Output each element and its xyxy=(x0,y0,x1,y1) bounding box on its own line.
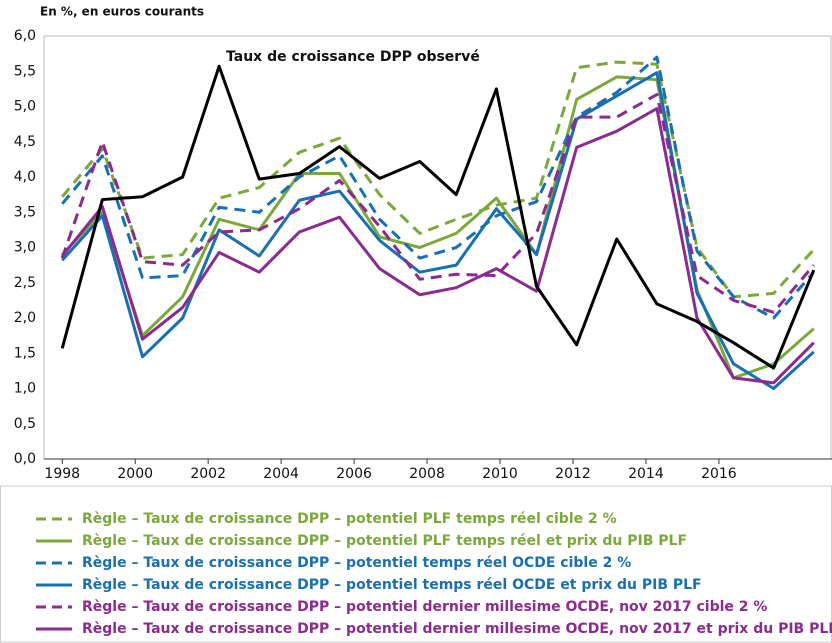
series-line xyxy=(60,93,815,314)
legend-label: Règle – Taux de croissance DPP – potenti… xyxy=(82,621,832,637)
y-tick-label: 5,5 xyxy=(14,63,36,79)
y-tick-label: 2,5 xyxy=(14,275,36,291)
legend-label: Règle – Taux de croissance DPP – potenti… xyxy=(82,511,617,527)
y-tick-label: 4,5 xyxy=(14,134,36,150)
series-line xyxy=(61,107,815,385)
x-tick-label: 2006 xyxy=(336,466,372,482)
y-tick-label: 1,5 xyxy=(14,345,36,361)
legend-label: Règle – Taux de croissance DPP – potenti… xyxy=(82,555,631,571)
y-tick-label: 0,5 xyxy=(14,416,36,432)
series-line xyxy=(61,71,815,390)
plot-frame xyxy=(43,35,832,460)
x-tick-label: 2010 xyxy=(482,466,518,482)
legend-label: Règle – Taux de croissance DPP – potenti… xyxy=(82,577,702,593)
legend-label: Règle – Taux de croissance DPP – potenti… xyxy=(82,533,687,549)
x-tick-label: 1998 xyxy=(44,466,80,482)
y-tick-label: 5,0 xyxy=(14,99,36,115)
x-tick-label: 2014 xyxy=(628,466,664,482)
annotation: Taux de croissance DPP observé xyxy=(226,49,480,65)
y-tick-label: 3,5 xyxy=(14,204,36,220)
y-tick-label: 0,0 xyxy=(14,451,36,467)
x-tick-label: 2012 xyxy=(555,466,591,482)
y-tick-label: 4,0 xyxy=(14,169,36,185)
series-line xyxy=(60,64,816,370)
y-tick-label: 6,0 xyxy=(14,28,36,44)
x-tick-label: 2002 xyxy=(190,466,226,482)
y-tick-label: 1,0 xyxy=(14,381,36,397)
x-tick-label: 2000 xyxy=(117,466,153,482)
x-tick-label: 2008 xyxy=(409,466,445,482)
series-line xyxy=(61,55,815,320)
x-tick-label: 2016 xyxy=(701,466,737,482)
legend-label: Règle – Taux de croissance DPP – potenti… xyxy=(82,599,767,615)
y-tick-label: 3,0 xyxy=(14,240,36,256)
x-tick-label: 2004 xyxy=(263,466,299,482)
y-tick-label: 2,0 xyxy=(14,310,36,326)
axis-title: En %, en euros courants xyxy=(40,5,204,19)
